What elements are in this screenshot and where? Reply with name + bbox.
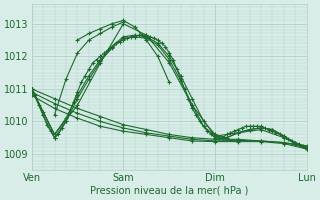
X-axis label: Pression niveau de la mer( hPa ): Pression niveau de la mer( hPa )	[90, 186, 248, 196]
